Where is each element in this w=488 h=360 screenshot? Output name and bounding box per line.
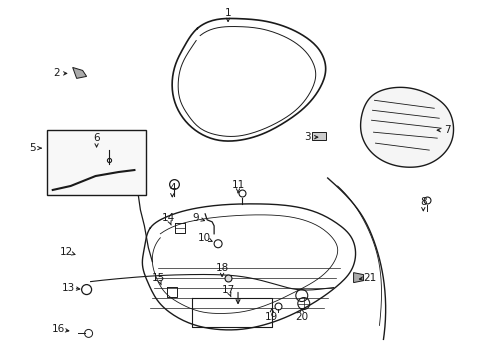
Text: 12: 12 [60, 247, 73, 257]
Text: 14: 14 [162, 213, 175, 223]
Text: 11: 11 [231, 180, 244, 190]
Text: 18: 18 [215, 263, 228, 273]
Text: 5: 5 [29, 143, 36, 153]
Polygon shape [353, 273, 363, 283]
Text: 16: 16 [52, 324, 65, 334]
Polygon shape [360, 87, 452, 167]
Text: 8: 8 [419, 197, 426, 207]
Text: 4: 4 [169, 183, 175, 193]
Polygon shape [311, 132, 325, 140]
Text: 2: 2 [53, 68, 60, 78]
Polygon shape [47, 130, 146, 195]
Text: 20: 20 [295, 312, 308, 323]
Text: 10: 10 [197, 233, 210, 243]
Text: 17: 17 [221, 284, 234, 294]
Polygon shape [73, 67, 86, 78]
Text: 21: 21 [362, 273, 375, 283]
Text: 6: 6 [93, 133, 100, 143]
Text: 15: 15 [151, 273, 164, 283]
Text: 9: 9 [192, 213, 199, 223]
Text: 3: 3 [304, 132, 310, 142]
Text: 13: 13 [62, 283, 75, 293]
Text: 1: 1 [224, 8, 231, 18]
Text: 7: 7 [443, 125, 449, 135]
Text: 19: 19 [264, 312, 278, 323]
